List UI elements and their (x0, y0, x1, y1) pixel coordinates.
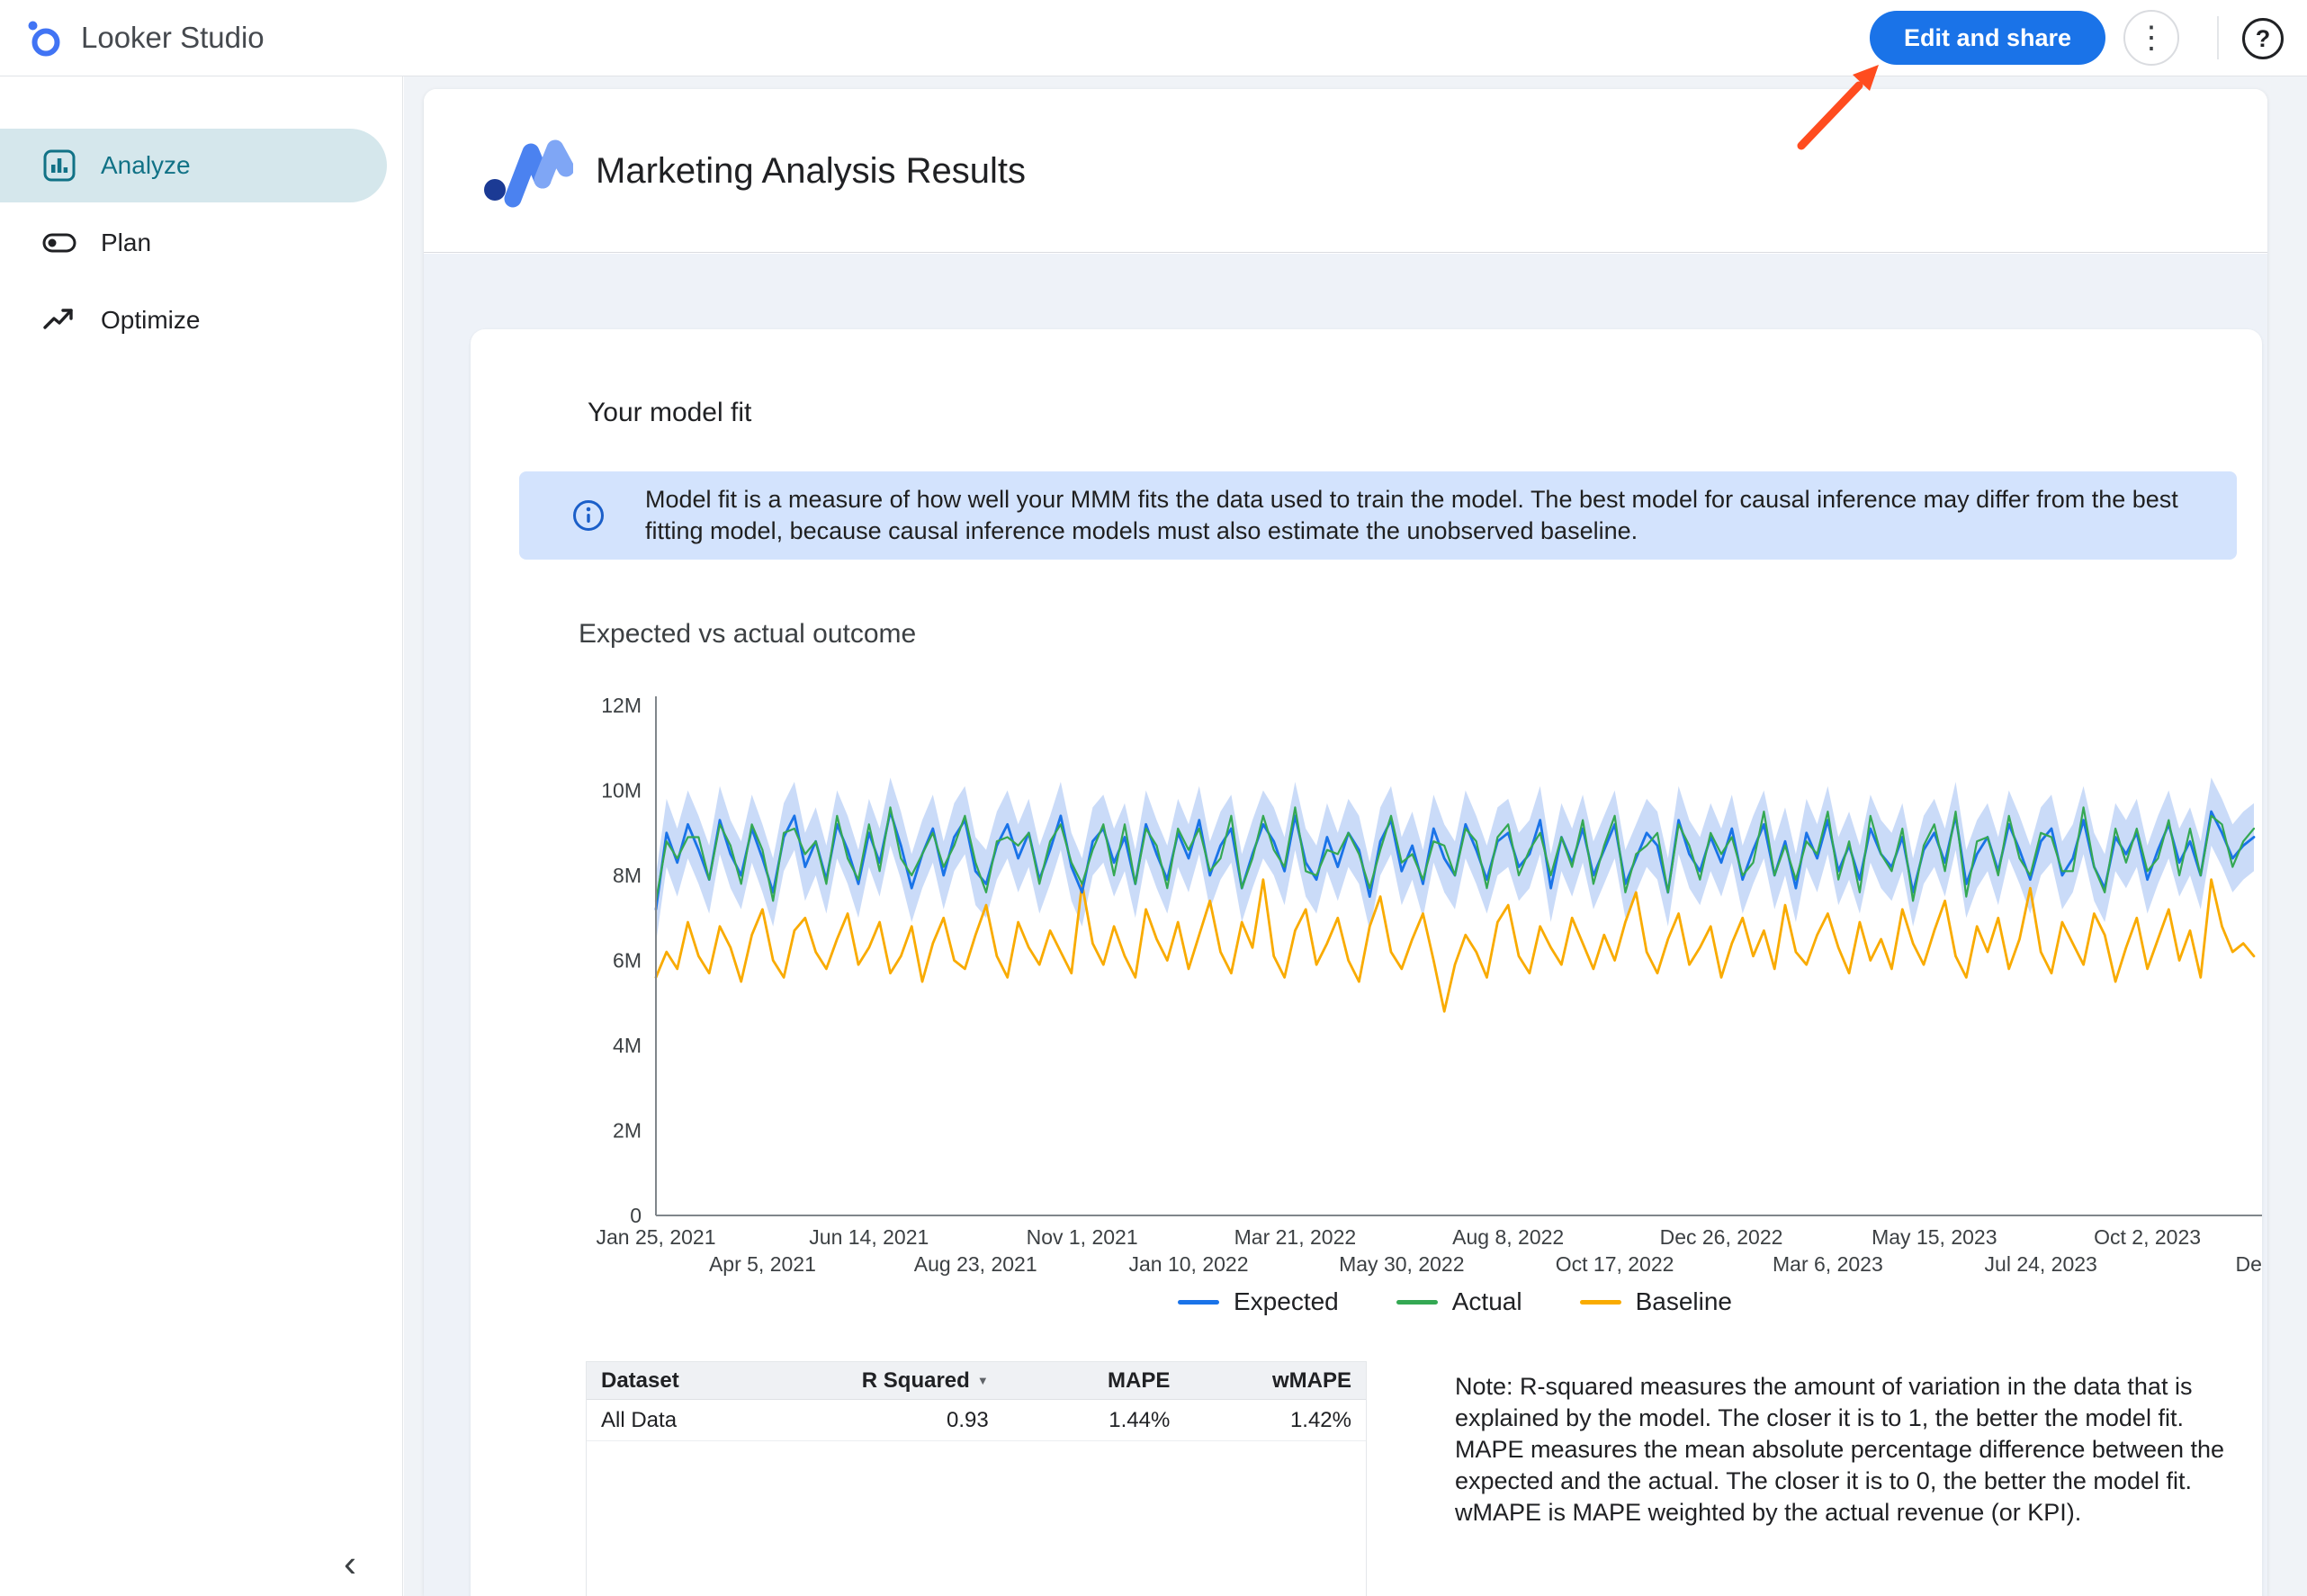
svg-text:Jan 25, 2021: Jan 25, 2021 (596, 1225, 715, 1249)
svg-text:0: 0 (630, 1204, 642, 1227)
top-bar: Looker Studio Edit and share ⋮ ? (0, 0, 2307, 76)
svg-text:12M: 12M (601, 694, 642, 717)
svg-text:Dec: Dec (2236, 1252, 2262, 1276)
svg-text:May 30, 2022: May 30, 2022 (1339, 1252, 1464, 1276)
svg-text:Dec 26, 2022: Dec 26, 2022 (1660, 1225, 1783, 1249)
brand: Looker Studio (23, 16, 265, 59)
plan-toggle-icon (42, 233, 76, 253)
svg-text:2M: 2M (613, 1119, 642, 1143)
sidebar: Analyze Plan Optimize ‹ (0, 76, 403, 1596)
svg-text:Oct 17, 2022: Oct 17, 2022 (1556, 1252, 1674, 1276)
sidebar-item-plan[interactable]: Plan (0, 206, 387, 280)
collapse-sidebar-button[interactable]: ‹ (325, 1538, 375, 1589)
sidebar-item-optimize[interactable]: Optimize (0, 283, 387, 357)
svg-text:Jul 24, 2023: Jul 24, 2023 (1985, 1252, 2097, 1276)
cell-wmape: 1.42% (1289, 1407, 1351, 1432)
svg-text:Oct 2, 2023: Oct 2, 2023 (2094, 1225, 2201, 1249)
legend-item[interactable]: Actual (1396, 1287, 1522, 1316)
help-button[interactable]: ? (2239, 14, 2287, 63)
info-banner-text: Model fit is a measure of how well your … (645, 486, 2178, 544)
svg-text:Aug 23, 2021: Aug 23, 2021 (914, 1252, 1037, 1276)
legend-swatch-expected (1178, 1299, 1219, 1305)
looker-logo-icon (28, 21, 60, 57)
svg-text:10M: 10M (601, 779, 642, 802)
legend-swatch-actual (1396, 1299, 1438, 1305)
marketing-logo-icon (484, 139, 573, 208)
table-header-row: Dataset R Squared ▼ MAPE wMAPE (587, 1362, 1366, 1400)
cell-mape: 1.44% (1109, 1407, 1171, 1432)
report-page: Marketing Analysis Results Your model fi… (424, 89, 2267, 1596)
legend-label: Expected (1234, 1287, 1339, 1315)
chevron-left-icon: ‹ (344, 1542, 356, 1584)
column-header-mape[interactable]: MAPE (1108, 1367, 1171, 1393)
svg-text:8M: 8M (613, 864, 642, 887)
legend-label: Actual (1451, 1287, 1522, 1315)
column-header-label: R Squared (861, 1367, 970, 1393)
model-fit-card: Your model fit Model fit is a measure of… (471, 329, 2262, 1596)
report-title: Marketing Analysis Results (596, 150, 1026, 191)
app-name: Looker Studio (81, 21, 265, 54)
report-body: Your model fit Model fit is a measure of… (424, 254, 2267, 1596)
more-options-icon: ⋮ (2136, 21, 2167, 55)
model-fit-table: Dataset R Squared ▼ MAPE wMAPE All Data … (586, 1361, 1367, 1596)
edit-and-share-button[interactable]: Edit and share (1869, 11, 2105, 65)
help-icon: ? (2242, 18, 2284, 59)
cell-dataset: All Data (601, 1407, 678, 1432)
svg-text:Jun 14, 2021: Jun 14, 2021 (809, 1225, 929, 1249)
svg-text:Apr 5, 2021: Apr 5, 2021 (709, 1252, 816, 1276)
info-icon (573, 500, 604, 531)
info-banner: Model fit is a measure of how well your … (519, 471, 2237, 560)
cell-rsquared: 0.93 (946, 1407, 989, 1432)
more-options-button[interactable]: ⋮ (2123, 10, 2179, 66)
sidebar-item-analyze[interactable]: Analyze (0, 129, 387, 202)
optimize-trending-up-icon (43, 309, 73, 329)
svg-text:6M: 6M (613, 949, 642, 973)
legend-item[interactable]: Baseline (1579, 1287, 1732, 1316)
main-area: Marketing Analysis Results Your model fi… (404, 76, 2307, 1596)
chart-title: Expected vs actual outcome (579, 619, 917, 649)
sidebar-item-label: Plan (101, 229, 152, 256)
outcome-chart-svg[interactable]: 0 2M 4M 6M 8M 10M 12M Jan 25, 2021 Apr 5, 2021 Ju… (492, 689, 2262, 1283)
topbar-divider (2217, 16, 2219, 59)
svg-text:Aug 8, 2022: Aug 8, 2022 (1452, 1225, 1564, 1249)
svg-text:Mar 21, 2022: Mar 21, 2022 (1234, 1225, 1357, 1249)
svg-text:Jan 10, 2022: Jan 10, 2022 (1128, 1252, 1248, 1276)
svg-text:4M: 4M (613, 1034, 642, 1057)
sidebar-item-label: Optimize (101, 306, 201, 334)
report-header: Marketing Analysis Results (424, 89, 2267, 253)
analyze-chart-icon (43, 149, 76, 182)
column-header-wmape[interactable]: wMAPE (1271, 1367, 1351, 1393)
legend-swatch-baseline (1579, 1299, 1621, 1305)
column-header-dataset[interactable]: Dataset (601, 1367, 679, 1393)
chart-legend: Expected Actual Baseline (656, 1287, 2254, 1316)
sort-desc-icon: ▼ (976, 1374, 989, 1387)
legend-label: Baseline (1635, 1287, 1732, 1315)
svg-text:May 15, 2023: May 15, 2023 (1872, 1225, 1997, 1249)
svg-text:Nov 1, 2021: Nov 1, 2021 (1027, 1225, 1138, 1249)
legend-item[interactable]: Expected (1178, 1287, 1339, 1316)
sidebar-nav: Analyze Plan Optimize (0, 76, 402, 357)
metrics-note: Note: R-squared measures the amount of v… (1455, 1373, 2225, 1526)
sidebar-item-label: Analyze (101, 151, 191, 179)
table-row: All Data 0.93 1.44% 1.42% (587, 1400, 1366, 1441)
column-header-rsquared[interactable]: R Squared ▼ (821, 1368, 1003, 1394)
card-title: Your model fit (588, 398, 752, 427)
svg-text:Mar 6, 2023: Mar 6, 2023 (1773, 1252, 1883, 1276)
